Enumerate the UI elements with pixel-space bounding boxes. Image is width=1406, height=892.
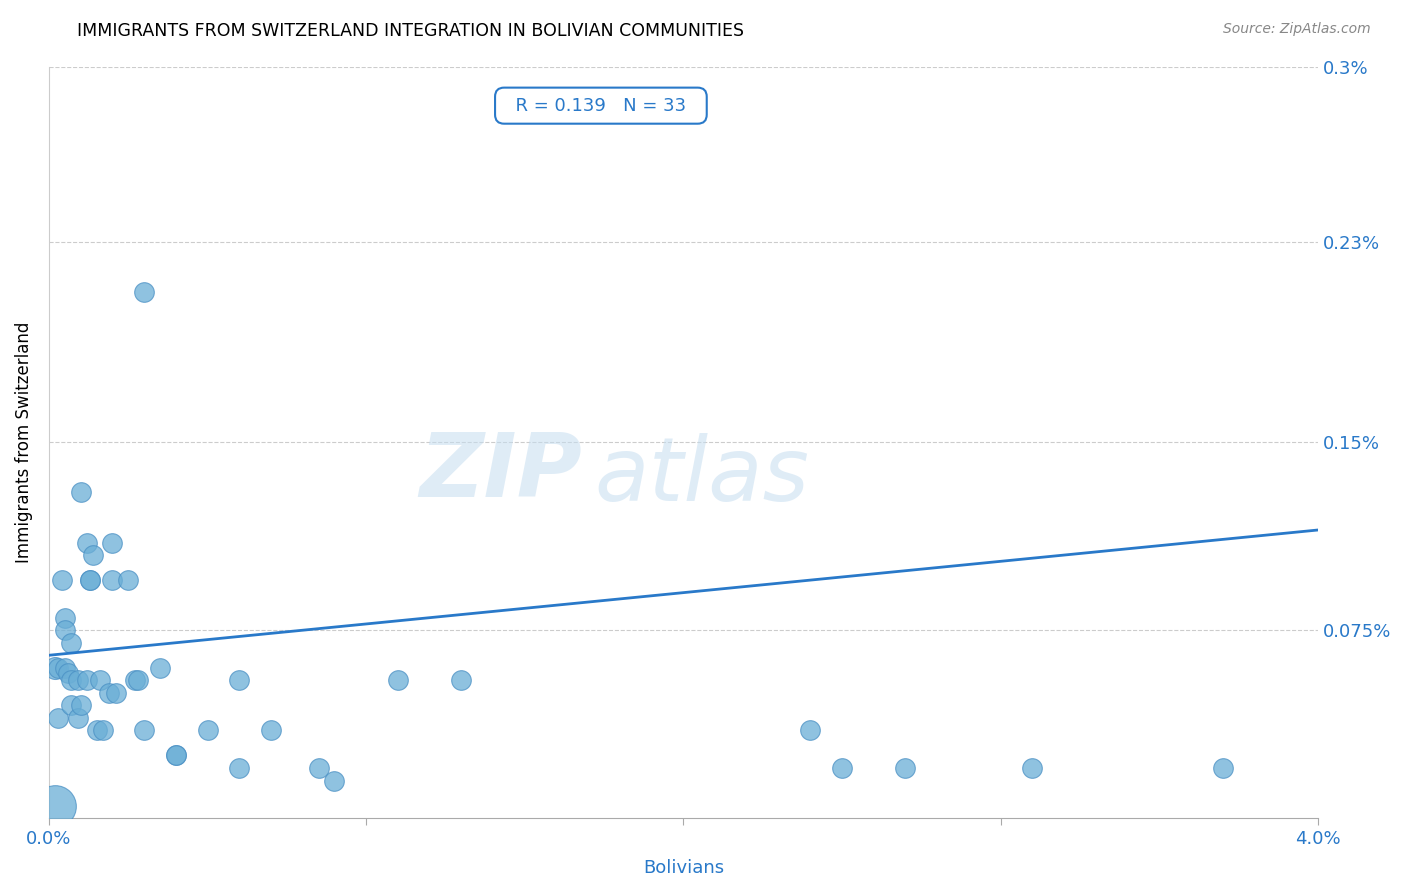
- Point: [308, 761, 330, 775]
- Point: [513, 92, 536, 106]
- Point: [104, 686, 127, 700]
- Point: [387, 673, 409, 688]
- Point: [79, 573, 101, 587]
- Point: [44, 798, 66, 813]
- Point: [53, 661, 76, 675]
- Point: [53, 610, 76, 624]
- Point: [117, 573, 139, 587]
- Point: [894, 761, 917, 775]
- Point: [98, 686, 121, 700]
- Point: [1212, 761, 1234, 775]
- Text: IMMIGRANTS FROM SWITZERLAND INTEGRATION IN BOLIVIAN COMMUNITIES: IMMIGRANTS FROM SWITZERLAND INTEGRATION …: [77, 22, 744, 40]
- Point: [60, 698, 83, 713]
- Point: [44, 661, 66, 675]
- Point: [51, 573, 73, 587]
- Y-axis label: Immigrants from Switzerland: Immigrants from Switzerland: [15, 322, 32, 563]
- Text: R = 0.139   N = 33: R = 0.139 N = 33: [505, 96, 697, 115]
- Point: [60, 636, 83, 650]
- Point: [1021, 761, 1043, 775]
- Point: [134, 723, 156, 738]
- Point: [197, 723, 219, 738]
- Point: [66, 711, 89, 725]
- Text: ZIP: ZIP: [419, 429, 582, 516]
- Point: [165, 748, 187, 763]
- Text: Source: ZipAtlas.com: Source: ZipAtlas.com: [1223, 22, 1371, 37]
- Point: [831, 761, 853, 775]
- Point: [53, 624, 76, 638]
- Point: [48, 711, 70, 725]
- Point: [127, 673, 149, 688]
- Point: [69, 698, 91, 713]
- Point: [86, 723, 108, 738]
- Point: [76, 535, 98, 549]
- Point: [124, 673, 146, 688]
- Point: [101, 535, 124, 549]
- Point: [165, 748, 187, 763]
- Point: [48, 661, 70, 675]
- Point: [799, 723, 821, 738]
- Point: [82, 548, 104, 562]
- Point: [228, 673, 250, 688]
- Point: [79, 573, 101, 587]
- Point: [56, 665, 79, 680]
- Point: [323, 773, 346, 788]
- Point: [66, 673, 89, 688]
- Point: [69, 485, 91, 500]
- Point: [134, 285, 156, 299]
- Point: [228, 761, 250, 775]
- Point: [89, 673, 111, 688]
- Point: [76, 673, 98, 688]
- Point: [91, 723, 114, 738]
- Point: [60, 673, 83, 688]
- Point: [149, 661, 172, 675]
- Point: [260, 723, 283, 738]
- Text: atlas: atlas: [595, 434, 810, 519]
- Point: [101, 573, 124, 587]
- X-axis label: Bolivians: Bolivians: [643, 859, 724, 877]
- Point: [450, 673, 472, 688]
